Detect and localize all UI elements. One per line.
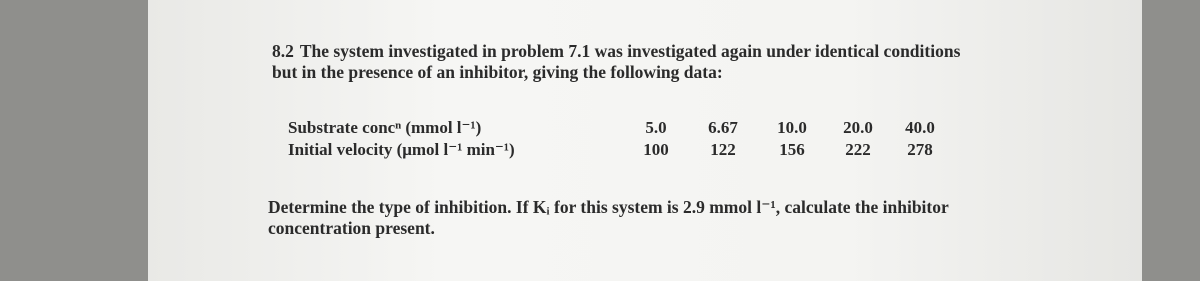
row-label: Substrate concⁿ (mmol l⁻¹) [288, 118, 482, 137]
problem: 8.2 The system investigated in problem 7.… [272, 41, 972, 83]
problem-text: The system investigated in problem 7.1 w… [272, 41, 961, 82]
problem-number: 8.2 [272, 41, 294, 61]
table-cell: 100 [643, 140, 669, 159]
table-cell: 20.0 [843, 118, 873, 137]
table-cell: 5.0 [645, 118, 667, 137]
table-cell: 122 [710, 140, 736, 159]
question: Determine the type of inhibition. If Kᵢ … [268, 197, 949, 238]
table-cell: 10.0 [777, 118, 807, 137]
table-cell: 40.0 [905, 118, 935, 137]
page [148, 0, 1142, 281]
table-cell: 278 [907, 140, 933, 159]
table-cell: 156 [779, 140, 805, 159]
table-cell: 6.67 [708, 118, 738, 137]
row-label: Initial velocity (μmol l⁻¹ min⁻¹) [288, 140, 515, 159]
table-cell: 222 [845, 140, 871, 159]
